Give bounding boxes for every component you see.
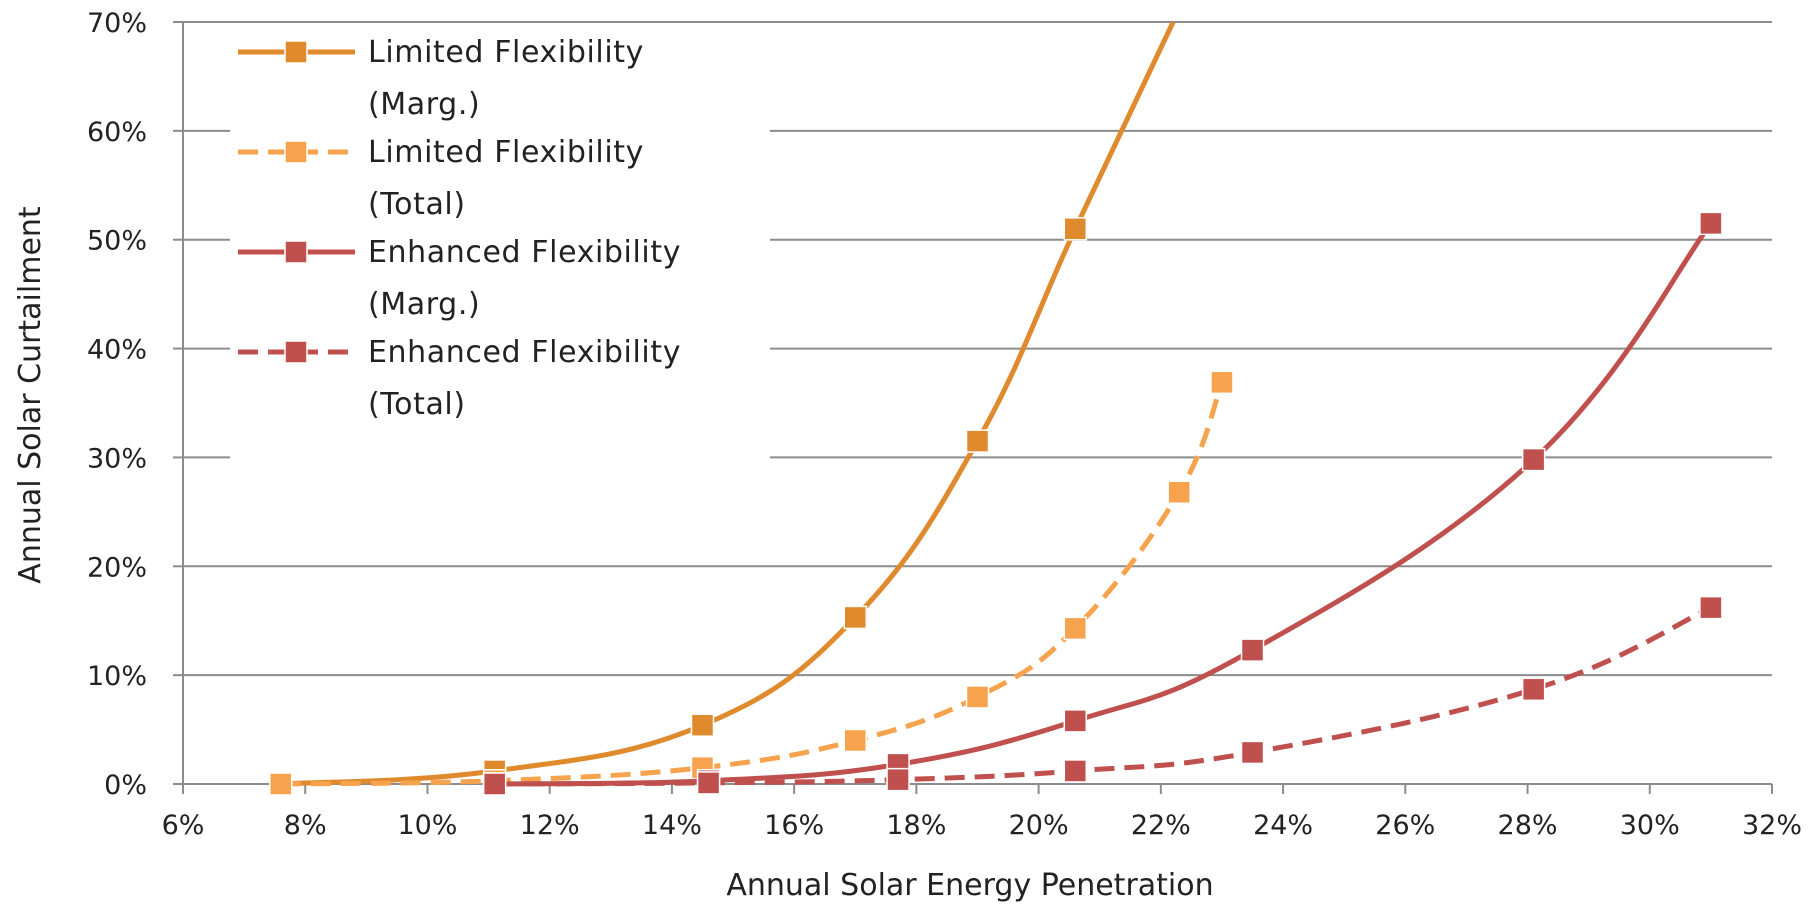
data-point xyxy=(843,728,868,753)
data-point xyxy=(1521,447,1546,472)
y-tick-label: 70% xyxy=(87,8,147,39)
data-point xyxy=(965,685,990,709)
data-point xyxy=(843,605,868,630)
data-point xyxy=(1521,677,1546,702)
x-tick-label: 14% xyxy=(642,810,702,841)
data-point xyxy=(690,713,715,737)
data-point xyxy=(1063,709,1088,733)
legend-label: (Marg.) xyxy=(368,87,480,122)
legend-item: Enhanced Flexibility (Total) xyxy=(238,335,681,422)
y-tick-label: 60% xyxy=(87,117,147,148)
y-tick-label: 20% xyxy=(87,552,147,583)
data-point xyxy=(1699,595,1723,620)
y-tick-label: 30% xyxy=(87,443,147,474)
legend-label: (Total) xyxy=(368,387,466,422)
legend-label: (Marg.) xyxy=(368,287,480,322)
data-point xyxy=(1210,370,1234,395)
series-layer xyxy=(269,22,1723,796)
data-point xyxy=(1240,638,1265,662)
legend-swatch-marker xyxy=(284,140,308,164)
y-axis-title: Annual Solar Curtailment xyxy=(13,206,48,584)
x-tick-label: 6% xyxy=(162,810,205,841)
legend-label: Limited Flexibility xyxy=(368,35,644,70)
x-tick-label: 10% xyxy=(397,810,457,841)
y-tick-label: 40% xyxy=(87,335,147,366)
data-point xyxy=(1063,759,1088,783)
x-tick-label: 30% xyxy=(1620,810,1680,841)
x-tick-label: 22% xyxy=(1131,810,1191,841)
x-axis-title: Annual Solar Energy Penetration xyxy=(726,868,1213,903)
y-tick-label: 0% xyxy=(104,770,147,801)
legend-swatch-marker xyxy=(284,240,308,264)
data-point xyxy=(1699,211,1723,236)
legend-label: Limited Flexibility xyxy=(368,135,644,170)
x-tick-label: 16% xyxy=(764,810,824,841)
data-point xyxy=(1063,616,1088,641)
axes: 0% 10% 20% 30% 40% 50% 60% 70% 6% 8% 10% 12% 14% 16% 1… xyxy=(87,8,1802,841)
x-tick-label: 28% xyxy=(1498,810,1558,841)
legend-item: Enhanced Flexibility (Marg.) xyxy=(238,235,681,322)
x-tick-label: 18% xyxy=(886,810,946,841)
data-point xyxy=(965,429,990,453)
data-point xyxy=(1167,480,1191,505)
series-4 xyxy=(482,595,1723,796)
legend: Limited Flexibility(Marg.)Limited Flexib… xyxy=(238,35,681,422)
data-point xyxy=(886,767,910,792)
x-tick-label: 32% xyxy=(1742,810,1802,841)
y-tick-label: 50% xyxy=(87,226,147,257)
legend-item: Limited Flexibility (Total) xyxy=(238,135,644,222)
series-2 xyxy=(269,370,1234,796)
legend-label: Enhanced Flexibility xyxy=(368,235,681,270)
data-point xyxy=(482,772,507,796)
x-tick-label: 8% xyxy=(284,810,327,841)
series-3 xyxy=(482,211,1723,796)
legend-swatch-marker xyxy=(284,340,308,364)
y-tick-label: 10% xyxy=(87,661,147,692)
legend-swatch-marker xyxy=(284,40,308,64)
x-tick-label: 20% xyxy=(1009,810,1069,841)
data-point xyxy=(1240,740,1265,765)
axis-labels: Annual Solar Energy Penetration Annual S… xyxy=(13,206,1214,903)
x-tick-label: 12% xyxy=(520,810,580,841)
x-tick-label: 26% xyxy=(1375,810,1435,841)
legend-label: (Total) xyxy=(368,187,466,222)
data-point xyxy=(269,772,293,796)
x-tick-label: 24% xyxy=(1253,810,1313,841)
legend-item: Limited Flexibility (Marg.) xyxy=(238,35,644,122)
gridlines xyxy=(183,21,1772,677)
data-point xyxy=(696,771,721,795)
legend-label: Enhanced Flexibility xyxy=(368,335,681,370)
data-point xyxy=(1063,217,1088,241)
